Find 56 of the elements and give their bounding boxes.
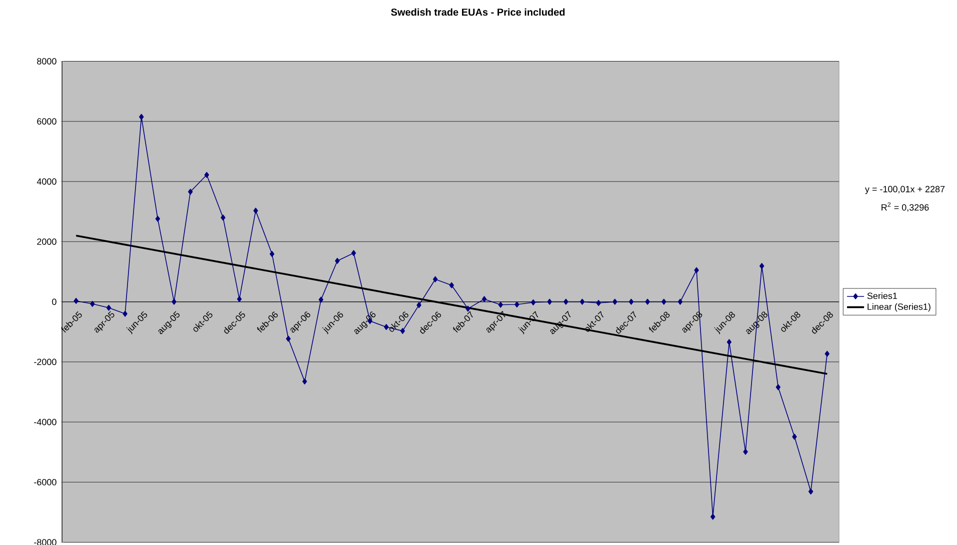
- text: R$^{2}$ = 0,3296: [882, 202, 929, 212]
- point: [90, 300, 95, 307]
- point: [106, 304, 112, 311]
- point: [530, 299, 536, 306]
- point: [694, 267, 699, 274]
- y-tick-label: 8000: [37, 58, 56, 64]
- point: [74, 298, 78, 304]
- y-tick-label: 2000: [37, 238, 56, 245]
- point: [155, 216, 160, 222]
- point: [612, 298, 618, 305]
- y-tick-label: -2000: [34, 358, 56, 366]
- point: [824, 350, 830, 357]
- point: [204, 172, 210, 178]
- point: [139, 114, 144, 120]
- y-tick-label: -4000: [34, 418, 56, 426]
- point: [416, 302, 422, 308]
- point: [449, 282, 454, 288]
- point: [351, 250, 356, 256]
- point: [237, 296, 242, 302]
- point: [220, 214, 226, 221]
- point: [318, 296, 324, 303]
- point: [514, 301, 520, 308]
- point: [384, 324, 389, 330]
- point: [808, 488, 814, 494]
- point: [580, 298, 585, 305]
- y-tick-label: -8000: [34, 539, 56, 545]
- point: [564, 298, 568, 305]
- y-tick-label: -6000: [34, 478, 56, 486]
- y-tick-label: 4000: [36, 178, 56, 185]
- point: [743, 448, 748, 455]
- point: [286, 336, 291, 342]
- point: [662, 298, 666, 305]
- point: [172, 298, 176, 305]
- legend-label: Linear (Series1): [868, 303, 930, 312]
- point: [645, 298, 650, 305]
- point: [759, 263, 764, 269]
- point: [432, 276, 438, 282]
- y-tick-label: 0: [52, 298, 56, 305]
- point: [710, 514, 716, 520]
- text: y = -100,01x + 2287: [864, 186, 945, 194]
- point: [776, 384, 781, 390]
- point: [270, 250, 274, 257]
- legend-label: Series1: [867, 292, 898, 300]
- point: [253, 208, 258, 214]
- chart-title: Swedish trade EUAs - Price included: [391, 8, 565, 16]
- point: [498, 302, 503, 308]
- point: [792, 434, 797, 440]
- point: [596, 300, 601, 306]
- point: [678, 298, 683, 305]
- point: [302, 378, 308, 384]
- point: [334, 258, 340, 264]
- point: [628, 298, 634, 305]
- y-tick-label: 6000: [37, 118, 56, 125]
- point: [188, 188, 193, 195]
- point: [547, 298, 552, 305]
- point: [482, 296, 487, 302]
